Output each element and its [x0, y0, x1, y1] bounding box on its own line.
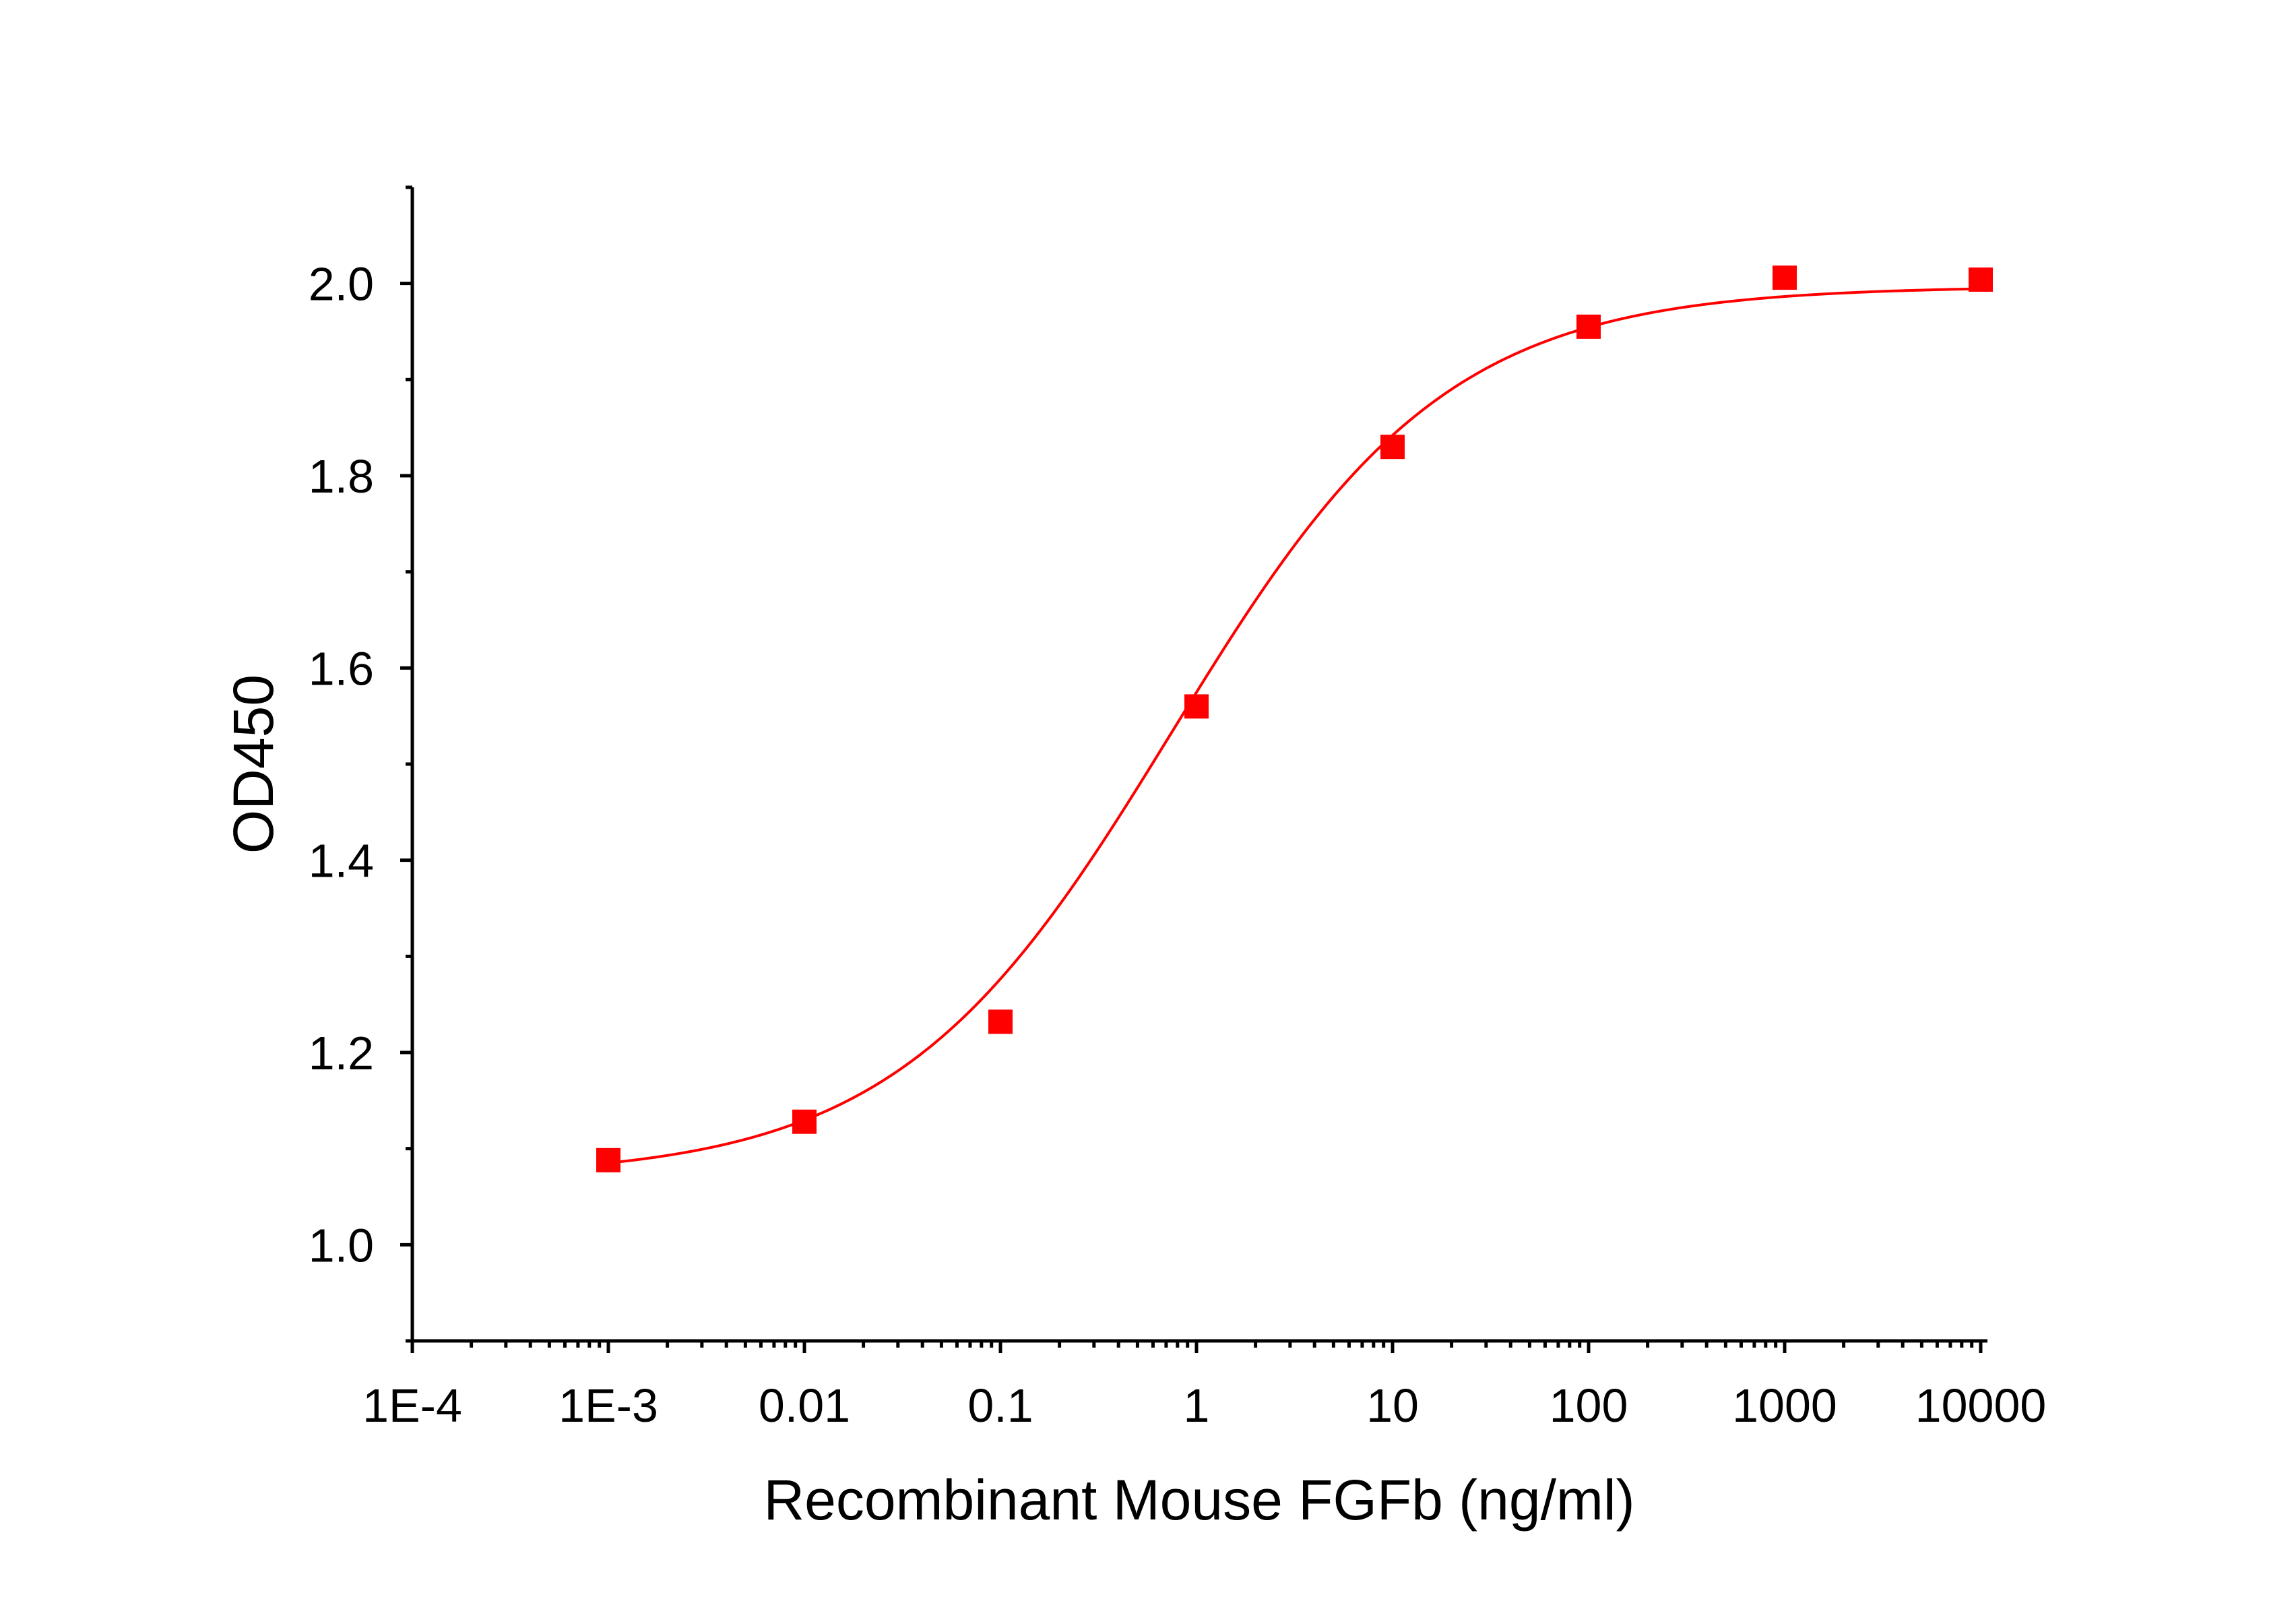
x-tick-label: 0.1: [967, 1379, 1033, 1432]
data-point: [1380, 435, 1405, 460]
y-tick-label: 1.6: [309, 642, 374, 695]
axis-tick-labels: 1E-4 1E-3 0.01 0.1 1 10 100 1000 10000 1.0 1.2 1.4 1…: [309, 258, 2047, 1432]
data-point: [1184, 694, 1209, 719]
y-tick-label: 1.4: [309, 835, 374, 887]
data-point: [792, 1109, 817, 1134]
y-axis-title: OD450: [222, 674, 285, 854]
y-tick-label: 2.0: [309, 258, 374, 311]
y-tick-label: 1.8: [309, 450, 374, 503]
data-point: [1773, 265, 1797, 290]
x-axis-title: Recombinant Mouse FGFb (ng/ml): [763, 1468, 1634, 1532]
x-tick-label: 10: [1366, 1379, 1419, 1432]
x-tick-label: 1000: [1732, 1379, 1837, 1432]
data-point: [988, 1009, 1013, 1034]
x-tick-label: 0.01: [759, 1379, 850, 1432]
fit-curve: [608, 287, 1981, 1164]
data-point: [1969, 267, 1993, 292]
x-tick-label: 100: [1550, 1379, 1628, 1432]
data-points: [596, 265, 1993, 1172]
data-point: [1576, 314, 1601, 339]
y-tick-label: 1.2: [309, 1027, 374, 1079]
y-tick-label: 1.0: [309, 1219, 374, 1271]
x-tick-label: 1: [1184, 1379, 1210, 1432]
x-tick-label: 1E-4: [362, 1379, 462, 1432]
x-tick-label: 10000: [1915, 1379, 2047, 1432]
x-tick-label: 1E-3: [559, 1379, 658, 1432]
data-point: [596, 1148, 620, 1172]
chart-axes: [410, 187, 1987, 1343]
axis-ticks: [400, 185, 1983, 1353]
